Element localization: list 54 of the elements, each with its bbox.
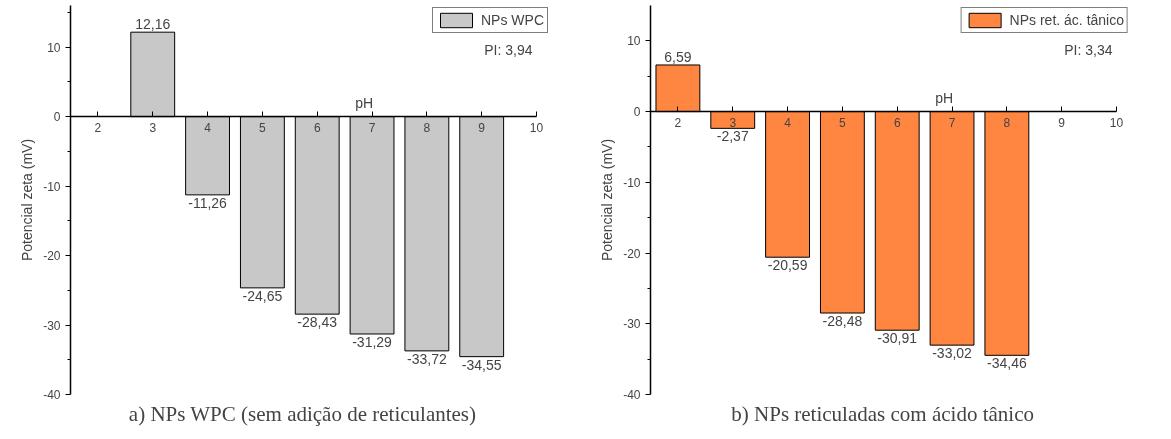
y-tick-label: -30 xyxy=(623,317,641,332)
data-label: -34,46 xyxy=(987,355,1027,372)
data-label: -33,02 xyxy=(932,345,973,362)
text: a) NPs WPC (sem adição de reticulantes) xyxy=(128,401,477,426)
x-tick-label: 6 xyxy=(893,115,901,130)
x-tick-label: 9 xyxy=(478,120,486,135)
x-tick-label: 7 xyxy=(948,115,956,130)
y-tick-label: -20 xyxy=(43,249,61,264)
y-tick-label: -40 xyxy=(43,388,61,402)
x-tick-label: 2 xyxy=(94,120,102,135)
legend-label: NPs ret. ác. tânico xyxy=(1009,12,1124,28)
data-label: -24,65 xyxy=(242,287,283,304)
x-tick-label: 2 xyxy=(674,115,682,130)
x-tick-label: 4 xyxy=(784,115,792,130)
annotation: PI: 3,34 xyxy=(1064,41,1113,58)
y-tick-label: -10 xyxy=(623,175,641,190)
data-label: -28,43 xyxy=(297,314,338,331)
y-axis-title: Potencial zeta (mV) xyxy=(599,138,616,262)
x-tick-label: 5 xyxy=(839,115,847,130)
x-axis-title: pH xyxy=(935,89,954,106)
x-tick-label: 8 xyxy=(423,120,431,135)
y-tick-label: 10 xyxy=(627,34,641,49)
x-tick-label: 5 xyxy=(259,120,267,135)
data-label: -28,48 xyxy=(822,313,863,330)
x-tick-label: 8 xyxy=(1003,115,1011,130)
x-tick-label: 10 xyxy=(529,120,544,135)
data-label: -20,59 xyxy=(767,257,808,274)
data-label: -34,55 xyxy=(461,356,502,373)
y-tick-label: -20 xyxy=(623,246,641,261)
y-tick-label: 10 xyxy=(47,40,61,55)
x-axis-title: pH xyxy=(355,94,374,111)
x-tick-label: 9 xyxy=(1058,115,1066,130)
y-tick-label: 0 xyxy=(53,110,61,125)
data-label: -2,37 xyxy=(716,128,749,145)
x-tick-label: 6 xyxy=(313,120,321,135)
y-tick-label: 0 xyxy=(633,105,641,120)
data-label: -31,29 xyxy=(352,334,393,350)
data-label: 6,59 xyxy=(664,48,692,65)
x-tick-label: 4 xyxy=(204,120,212,135)
x-tick-label: 3 xyxy=(729,115,737,130)
x-tick-label: 10 xyxy=(1109,115,1124,130)
y-tick-label: -40 xyxy=(623,388,641,402)
data-label: -11,26 xyxy=(188,194,228,211)
annotation: PI: 3,94 xyxy=(484,41,533,58)
data-label: -33,72 xyxy=(407,350,447,367)
x-tick-label: 7 xyxy=(368,120,376,135)
y-tick-label: -10 xyxy=(43,179,61,194)
y-axis-title: Potencial zeta (mV) xyxy=(19,138,36,262)
data-label: 12,16 xyxy=(135,16,171,33)
data-label: -30,91 xyxy=(877,330,918,347)
text: b) NPs reticuladas com ácido tânico xyxy=(731,401,1034,426)
y-tick-label: -30 xyxy=(43,318,61,333)
legend-label: NPs WPC xyxy=(481,12,544,28)
x-tick-label: 3 xyxy=(149,120,157,135)
